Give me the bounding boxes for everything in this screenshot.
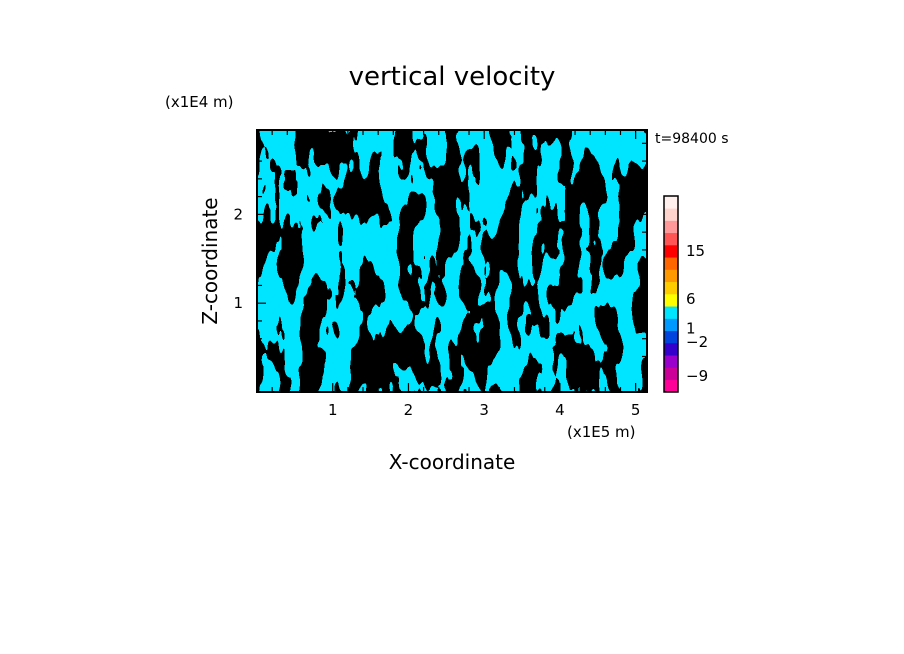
- colorbar-band: [664, 318, 678, 332]
- colorbar-band: [664, 306, 678, 319]
- colorbar-band: [664, 367, 678, 381]
- colorbar-band: [664, 294, 678, 307]
- colorbar-band: [664, 257, 678, 270]
- colorbar-frame: [663, 195, 679, 393]
- colorbar-tick-label: 15: [686, 242, 705, 260]
- x-axis-label: X-coordinate: [389, 450, 516, 474]
- x-tick-label: 1: [328, 401, 338, 419]
- colorbar-band: [664, 343, 678, 356]
- y-tick-label: 2: [233, 205, 243, 223]
- colorbar-band: [664, 196, 678, 209]
- chart-title: vertical velocity: [349, 62, 556, 92]
- colorbar-ticks: 15 6 1−2 −9: [686, 242, 708, 385]
- time-label: t=98400 s: [655, 131, 729, 147]
- velocity-field: [257, 130, 647, 392]
- x-tick-label: 4: [555, 401, 565, 419]
- plot-frame: [256, 129, 648, 393]
- colorbar-band: [664, 245, 678, 258]
- x-tick-label: 2: [404, 401, 414, 419]
- colorbar-tick-label: −9: [686, 367, 708, 385]
- colorbar-band: [664, 330, 678, 344]
- colorbar-band: [664, 232, 678, 246]
- colorbar-band: [664, 220, 678, 234]
- y-tick-label: 1: [233, 294, 243, 312]
- colorbar-band: [664, 379, 678, 393]
- x-unit-label: (x1E5 m): [567, 423, 636, 441]
- colorbar-tick-label: 1: [686, 319, 696, 337]
- colorbar-band: [664, 208, 678, 221]
- positive-velocity-region: [257, 130, 647, 392]
- colorbar: [664, 196, 678, 393]
- colorbar-tick-label: −2: [686, 333, 708, 351]
- colorbar-band: [664, 281, 678, 295]
- colorbar-tick-label: 6: [686, 290, 696, 308]
- x-tick-label: 5: [631, 401, 641, 419]
- colorbar-band: [664, 269, 678, 283]
- y-unit-label: (x1E4 m): [165, 93, 234, 111]
- x-tick-label: 3: [479, 401, 489, 419]
- y-axis-ticks: 12: [233, 142, 647, 375]
- y-axis-label: Z-coordinate: [198, 197, 222, 324]
- x-axis-ticks: 1 2 3 4 5: [271, 130, 641, 419]
- colorbar-band: [664, 355, 678, 368]
